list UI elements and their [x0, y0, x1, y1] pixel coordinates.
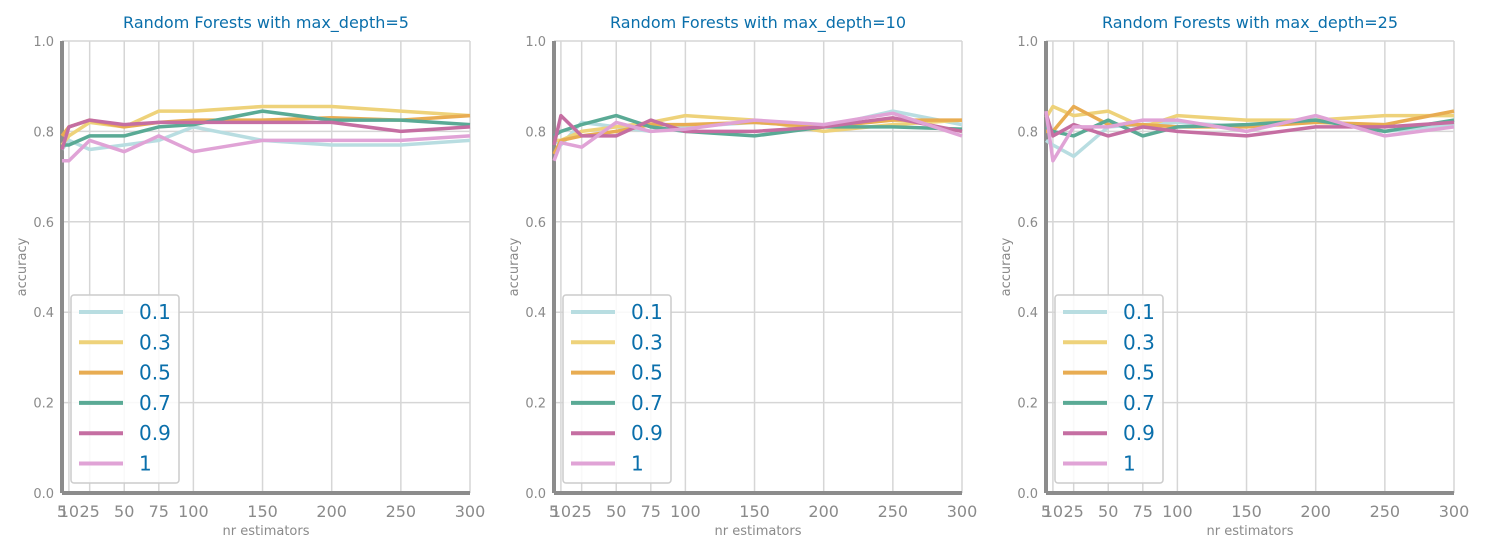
y-tick-label: 0.8 — [1017, 125, 1038, 140]
legend-label: 0.5 — [1123, 361, 1155, 385]
y-tick-label: 0.2 — [1017, 397, 1038, 412]
legend-label: 1 — [631, 452, 644, 476]
x-tick-label: 50 — [606, 502, 626, 521]
legend-label: 0.3 — [631, 330, 663, 354]
legend-label: 0.9 — [139, 421, 171, 445]
y-tick-label: 0.4 — [1017, 306, 1038, 321]
series-line-0-9 — [552, 113, 963, 146]
series-line-0-5 — [1046, 104, 1455, 134]
y-tick-label: 1.0 — [525, 35, 546, 50]
legend-label: 0.7 — [631, 391, 663, 415]
y-tick-label: 0.0 — [1017, 487, 1038, 502]
y-tick-label: 1.0 — [33, 35, 54, 50]
legend-label: 0.3 — [1123, 330, 1155, 354]
y-tick-label: 0.0 — [33, 487, 54, 502]
x-tick-label: 250 — [878, 502, 909, 521]
x-tick-label: 10 — [1043, 502, 1063, 521]
y-tick-label: 1.0 — [1017, 35, 1038, 50]
x-tick-label: 10 — [551, 502, 571, 521]
x-tick-label: 150 — [739, 502, 770, 521]
y-axis-label: accuracy — [999, 237, 1014, 296]
series-line-0-7 — [62, 109, 471, 147]
legend-label: 1 — [139, 452, 152, 476]
x-tick-label: 300 — [947, 502, 978, 521]
x-tick-label: 25 — [571, 502, 591, 521]
legend-label: 0.3 — [139, 330, 171, 354]
x-tick-label: 5 — [57, 502, 67, 521]
y-tick-label: 0.2 — [33, 397, 54, 412]
chart-title: Random Forests with max_depth=10 — [610, 13, 906, 33]
y-axis-label: accuracy — [15, 237, 30, 296]
legend-label: 1 — [1123, 452, 1136, 476]
x-tick-label: 10 — [59, 502, 79, 521]
y-tick-label: 0.6 — [1017, 216, 1038, 231]
legend-label: 0.7 — [139, 391, 171, 415]
x-tick-label: 100 — [1162, 502, 1193, 521]
legend-label: 0.1 — [631, 300, 663, 324]
chart-panel-1: 0.0 0.2 0.4 0.6 0.8 1.0 510 25 50 75 100 150 200 250 3… — [15, 13, 485, 539]
x-tick-label: 150 — [1231, 502, 1262, 521]
x-tick-label: 100 — [178, 502, 209, 521]
x-tick-label: 5 — [1041, 502, 1051, 521]
series-line-1 — [552, 111, 963, 162]
y-tick-label: 0.8 — [525, 125, 546, 140]
x-tick-label: 200 — [316, 502, 347, 521]
chart-title: Random Forests with max_depth=5 — [123, 13, 409, 33]
legend-label: 0.1 — [139, 300, 171, 324]
y-tick-label: 0.6 — [525, 216, 546, 231]
x-tick-label: 300 — [1439, 502, 1470, 521]
y-tick-label: 0.2 — [525, 397, 546, 412]
x-tick-label: 200 — [808, 502, 839, 521]
y-tick-label: 0.4 — [525, 306, 546, 321]
x-tick-label: 100 — [670, 502, 701, 521]
x-axis-label: nr estimators — [715, 524, 802, 539]
chart-title: Random Forests with max_depth=25 — [1102, 13, 1398, 33]
legend-label: 0.1 — [1123, 300, 1155, 324]
series-line-0-1 — [60, 125, 471, 152]
x-tick-label: 25 — [79, 502, 99, 521]
chart-panel-3: 0.0 0.2 0.4 0.6 0.8 1.0 510 25 50 75 100 150 200 250 3… — [999, 13, 1469, 539]
x-tick-label: 75 — [1133, 502, 1153, 521]
x-tick-label: 300 — [455, 502, 486, 521]
legend-label: 0.5 — [631, 361, 663, 385]
x-tick-label: 75 — [641, 502, 661, 521]
y-tick-label: 0.0 — [525, 487, 546, 502]
x-tick-label: 50 — [114, 502, 134, 521]
x-tick-label: 150 — [247, 502, 278, 521]
x-tick-label: 50 — [1098, 502, 1118, 521]
series-line-0-3 — [60, 104, 471, 147]
legend-label: 0.5 — [139, 361, 171, 385]
x-tick-label: 200 — [1300, 502, 1331, 521]
x-axis-label: nr estimators — [223, 524, 310, 539]
y-tick-label: 0.4 — [33, 306, 54, 321]
y-tick-label: 0.6 — [33, 216, 54, 231]
legend-label: 0.9 — [631, 421, 663, 445]
x-tick-label: 250 — [1370, 502, 1401, 521]
y-tick-label: 0.8 — [33, 125, 54, 140]
legend-label: 0.7 — [1123, 391, 1155, 415]
x-tick-label: 5 — [549, 502, 559, 521]
x-tick-label: 25 — [1063, 502, 1083, 521]
x-tick-label: 250 — [386, 502, 417, 521]
series-line-1 — [1044, 110, 1455, 163]
legend-label: 0.9 — [1123, 421, 1155, 445]
x-axis-label: nr estimators — [1207, 524, 1294, 539]
y-axis-label: accuracy — [507, 237, 522, 296]
x-tick-label: 75 — [149, 502, 169, 521]
series-line-1 — [62, 134, 471, 163]
series-line-0-9 — [60, 118, 471, 151]
chart-panel-2: 0.0 0.2 0.4 0.6 0.8 1.0 510 25 50 75 100 150 200 250 3… — [507, 13, 977, 539]
